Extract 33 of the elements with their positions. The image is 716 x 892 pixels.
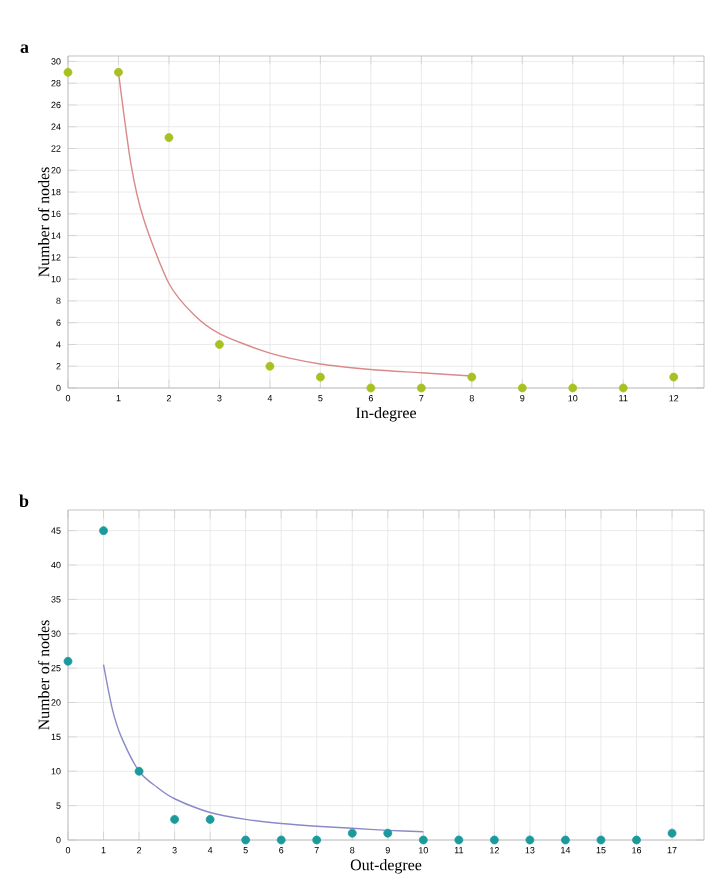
point <box>114 67 123 77</box>
point <box>667 828 677 838</box>
point <box>561 835 570 845</box>
point <box>312 835 322 845</box>
point <box>489 835 499 845</box>
point <box>517 383 527 393</box>
point <box>347 828 357 838</box>
point <box>366 383 376 393</box>
point <box>632 835 641 845</box>
point <box>596 835 606 845</box>
point <box>241 835 251 845</box>
point <box>315 372 325 382</box>
point <box>63 656 73 666</box>
point <box>669 372 679 382</box>
point <box>568 383 578 393</box>
point <box>215 340 224 349</box>
point <box>276 835 286 845</box>
point <box>454 835 464 845</box>
point <box>63 67 73 77</box>
point <box>265 361 275 371</box>
point <box>416 383 426 393</box>
chart-title: a <box>20 44 29 53</box>
point <box>525 835 535 845</box>
point <box>618 383 628 393</box>
point <box>134 766 144 776</box>
point <box>467 372 477 382</box>
point <box>205 814 215 824</box>
point <box>164 133 174 143</box>
point <box>170 814 179 824</box>
point <box>99 526 108 536</box>
point <box>383 828 393 838</box>
chart-title: b <box>19 494 29 508</box>
point <box>418 835 428 845</box>
